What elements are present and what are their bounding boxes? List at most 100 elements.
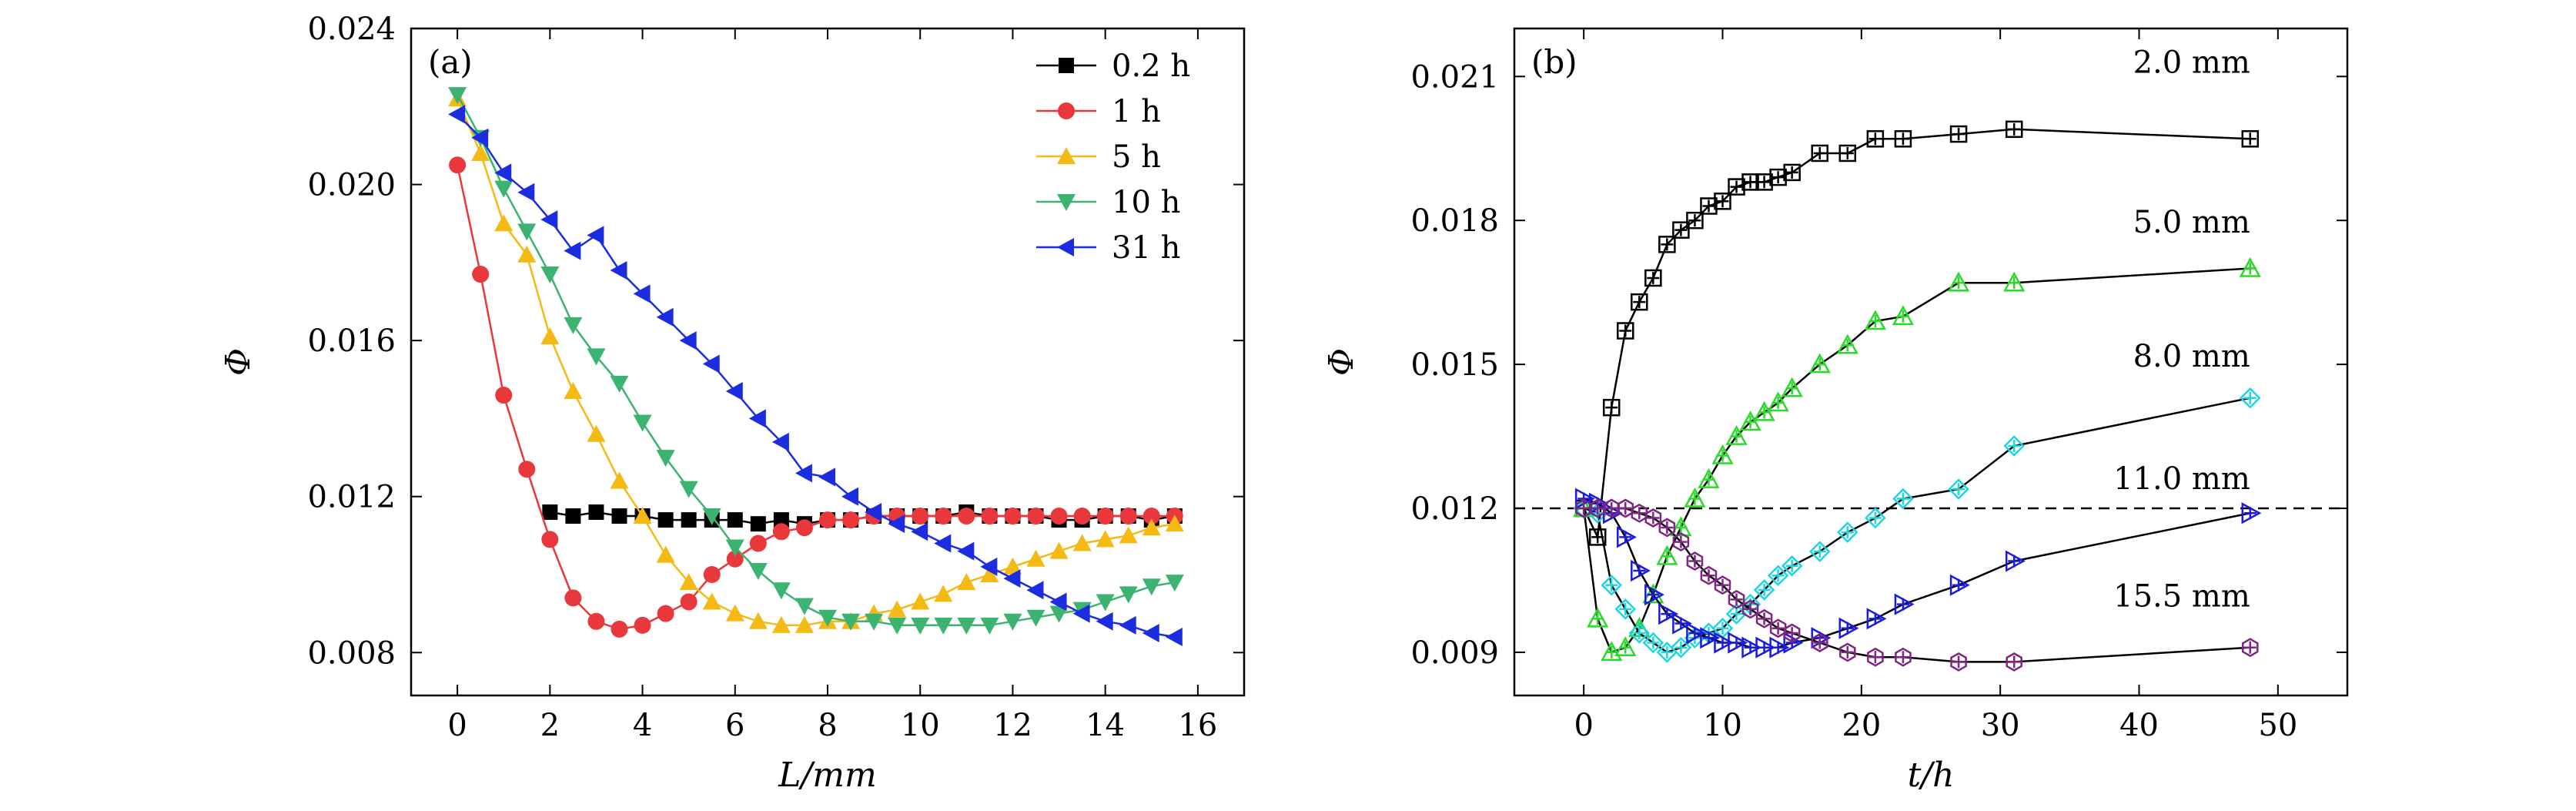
data-point xyxy=(957,617,976,635)
data-point xyxy=(841,613,861,631)
data-point xyxy=(1644,508,1662,528)
data-point xyxy=(1741,173,1759,191)
data-point xyxy=(564,381,583,399)
data-point xyxy=(725,381,743,400)
x-tick-label: 2 xyxy=(540,708,560,743)
data-point xyxy=(1644,269,1662,287)
y-tick-label: 0.024 xyxy=(307,12,396,47)
data-point xyxy=(981,508,999,525)
data-point xyxy=(934,534,952,553)
data-point xyxy=(773,512,789,528)
series-annotation: 15.5 mm xyxy=(2113,579,2250,615)
data-point xyxy=(750,516,766,532)
data-point xyxy=(819,511,836,529)
data-point xyxy=(703,566,721,584)
data-point xyxy=(633,507,652,524)
data-point xyxy=(610,375,629,393)
data-point xyxy=(1686,551,1704,571)
data-point xyxy=(888,600,907,618)
data-point xyxy=(679,331,697,350)
data-point xyxy=(1026,581,1044,600)
legend: 0.2 h 1 h 5 h 10 h 31 h xyxy=(1036,49,1190,266)
series-annotation: 8.0 mm xyxy=(2133,339,2250,374)
data-point xyxy=(1895,647,1912,667)
data-point xyxy=(1142,518,1161,536)
data-point xyxy=(1728,178,1745,196)
data-point xyxy=(1026,609,1045,627)
data-point xyxy=(958,508,975,525)
y-tick-label: 0.008 xyxy=(307,635,396,671)
data-point xyxy=(587,424,606,442)
data-point xyxy=(702,508,721,526)
data-point xyxy=(1602,398,1621,417)
series-line xyxy=(456,98,1176,627)
data-point xyxy=(1755,608,1773,628)
data-point xyxy=(1142,508,1160,525)
data-point xyxy=(1165,575,1184,592)
data-point xyxy=(634,616,651,634)
data-point xyxy=(980,557,998,576)
panel-b-chart: 0 10 20 30 40 50 0.009 0.012 0.015 0.018 0.021 t/h Φ… xyxy=(1322,27,2349,795)
data-point xyxy=(494,214,514,232)
data-point xyxy=(1867,647,1884,667)
data-point xyxy=(935,508,952,525)
legend-label: 0.2 h xyxy=(1112,49,1190,84)
x-axis-label: L/mm xyxy=(778,756,877,795)
data-point xyxy=(540,266,560,284)
data-point xyxy=(541,531,559,548)
data-point xyxy=(679,573,698,591)
data-point xyxy=(771,615,791,633)
data-point xyxy=(1119,526,1138,544)
data-point xyxy=(1658,236,1676,253)
data-point xyxy=(1948,478,1969,500)
data-point xyxy=(1119,615,1136,635)
data-point xyxy=(471,128,489,147)
data-point xyxy=(657,512,674,528)
data-point xyxy=(564,241,581,260)
legend-marker xyxy=(1058,102,1075,119)
data-point xyxy=(795,464,812,483)
series-line xyxy=(457,94,1176,627)
data-point xyxy=(517,223,537,241)
data-point xyxy=(1119,586,1138,604)
data-point xyxy=(656,450,675,467)
data-point xyxy=(1631,503,1648,523)
x-tick-label: 6 xyxy=(725,708,744,743)
legend-marker xyxy=(1057,238,1074,256)
data-point xyxy=(1839,642,1856,662)
data-point xyxy=(1096,508,1114,525)
data-point xyxy=(1049,541,1069,559)
y-tick-label: 0.020 xyxy=(307,168,396,203)
data-point xyxy=(633,284,651,303)
x-tick-label: 4 xyxy=(633,708,652,743)
data-point xyxy=(748,409,766,428)
x-axis-label: t/h xyxy=(1908,756,1955,795)
data-point xyxy=(679,481,698,498)
data-point xyxy=(1949,125,1968,143)
plot-frame xyxy=(1513,27,2349,697)
series-31-h xyxy=(448,105,1183,647)
data-point xyxy=(1700,565,1718,585)
data-point xyxy=(471,144,490,162)
panel-label: (b) xyxy=(1531,43,1577,81)
data-point xyxy=(1865,507,1886,529)
data-point xyxy=(1769,168,1787,186)
data-point xyxy=(1753,579,1775,601)
data-point xyxy=(1631,293,1648,311)
data-point xyxy=(1700,197,1718,215)
data-point xyxy=(1617,498,1634,518)
data-point xyxy=(934,585,953,602)
data-point xyxy=(748,562,768,580)
data-point xyxy=(564,589,582,607)
data-point xyxy=(1049,605,1069,623)
data-point xyxy=(1003,569,1021,588)
data-point xyxy=(564,317,583,334)
data-point xyxy=(1003,613,1022,631)
data-point xyxy=(1026,549,1045,567)
panel-a-chart: 0 2 4 6 8 10 12 14 16 0.008 0.012 0.016 0.020 0.024 L/… xyxy=(219,12,1246,795)
data-point xyxy=(1866,130,1885,148)
data-point xyxy=(656,545,675,563)
x-tick-label: 8 xyxy=(818,708,837,743)
legend-label: 1 h xyxy=(1112,94,1161,129)
data-point xyxy=(1073,508,1091,525)
